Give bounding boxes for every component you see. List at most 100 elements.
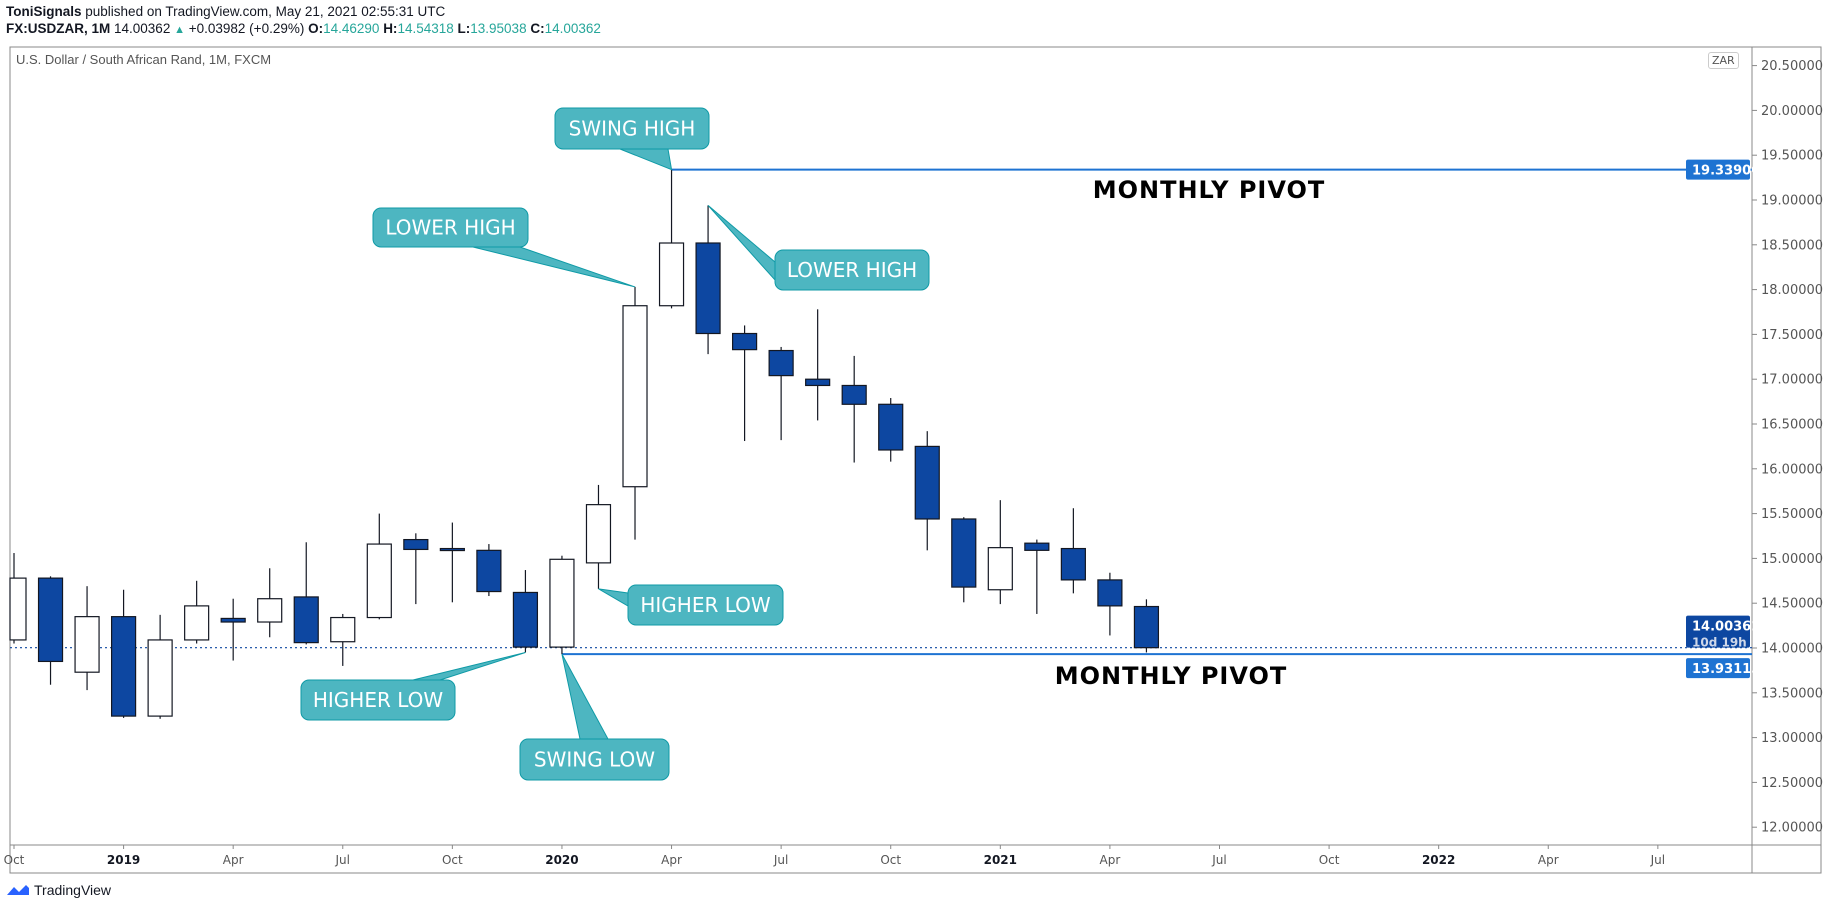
x-tick-label: Jul <box>1650 853 1665 867</box>
x-tick-label: Oct <box>442 853 463 867</box>
callout-pointer <box>619 148 673 171</box>
candle-body-2021-02 <box>1024 542 1050 551</box>
pivot-high-label: MONTHLY PIVOT <box>1093 176 1326 204</box>
candle-body-2020-05 <box>695 242 721 335</box>
close-label: C: <box>530 21 545 36</box>
candle-body-2020-08 <box>805 378 831 387</box>
tradingview-logo-icon <box>7 885 29 895</box>
candle-body-2020-01 <box>549 558 575 648</box>
candle-body-2020-03 <box>622 305 648 488</box>
pivot-low-price-label-bg <box>1686 658 1750 679</box>
low-value: 13.95038 <box>470 21 527 36</box>
callout-pointer <box>412 651 526 681</box>
candle-body-2019-08 <box>366 543 392 619</box>
callout-box <box>627 584 784 626</box>
ohlc-line: FX:USDZAR, 1M 14.00362 ▲ +0.03982 (+0.29… <box>6 21 601 36</box>
callout-text: SWING LOW <box>534 748 655 772</box>
last-price-label: 10d 19h <box>1692 636 1747 650</box>
candle-body-2021-01 <box>987 547 1013 591</box>
published-text: published on TradingView.com, May 21, 20… <box>85 4 446 19</box>
x-tick-label: Apr <box>1538 853 1559 867</box>
footer-brand: TradingView <box>34 882 112 898</box>
candle-body-2020-10 <box>878 403 904 451</box>
x-tick-label: Jul <box>773 853 788 867</box>
pivot-low-price-label: 13.93113 <box>1692 662 1760 677</box>
y-tick-label: 12.50000 <box>1761 776 1823 791</box>
candle-body-2021-03 <box>1060 547 1086 581</box>
candle-body-2021-05 <box>1133 605 1160 649</box>
author: ToniSignals <box>6 4 82 19</box>
y-tick-label: 19.50000 <box>1761 149 1823 164</box>
y-tick-label: 13.00000 <box>1761 731 1823 746</box>
pivot-high-price-label-bg <box>1686 159 1750 180</box>
y-tick-label: 13.50000 <box>1761 686 1823 701</box>
currency-badge[interactable]: ZAR <box>1708 52 1739 69</box>
callout-text: SWING HIGH <box>569 117 696 141</box>
candle-body-2019-10 <box>439 547 465 552</box>
publish-info: ToniSignals published on TradingView.com… <box>6 4 445 19</box>
last-price-label-bg <box>1686 615 1750 648</box>
candle-body-2021-04 <box>1097 579 1123 607</box>
candle-body-2019-03 <box>184 605 210 641</box>
callout-text: LOWER HIGH <box>385 216 515 240</box>
x-tick-label: Apr <box>661 853 682 867</box>
y-tick-label: 12.00000 <box>1761 821 1823 836</box>
x-tick-label: 2021 <box>984 853 1017 867</box>
y-tick-label: 14.00000 <box>1761 642 1823 657</box>
y-tick-label: 17.00000 <box>1761 373 1823 388</box>
callout-text: HIGHER LOW <box>313 688 444 712</box>
x-tick-label: Jul <box>335 853 350 867</box>
candle-body-2019-07 <box>330 616 356 643</box>
candle-body-2019-02 <box>147 639 173 717</box>
tradingview-footer[interactable]: TradingView <box>6 882 111 898</box>
change: +0.03982 (+0.29%) <box>188 21 305 36</box>
y-tick-label: 14.50000 <box>1761 597 1823 612</box>
y-tick-label: 19.00000 <box>1761 194 1823 209</box>
y-tick-label: 15.50000 <box>1761 507 1823 522</box>
candle-body-2020-11 <box>914 445 940 520</box>
y-tick-label: 17.50000 <box>1761 328 1823 343</box>
callout-pointer <box>472 246 636 288</box>
candle-body-2019-05 <box>257 598 283 623</box>
callout-box <box>554 107 710 150</box>
x-tick-label: 2019 <box>107 853 140 867</box>
candle-body-2020-04 <box>658 242 685 307</box>
candle-body-2020-02 <box>585 504 612 564</box>
callout-box <box>519 738 670 781</box>
y-tick-label: 18.00000 <box>1761 283 1823 298</box>
candle-body-2020-12 <box>951 518 977 588</box>
candle-body-2020-09 <box>841 384 867 405</box>
x-tick-label: Oct <box>4 853 25 867</box>
close-value: 14.00362 <box>544 21 601 36</box>
x-tick-label: Oct <box>880 853 901 867</box>
high-value: 14.54318 <box>397 21 454 36</box>
candle-body-2020-07 <box>768 349 794 377</box>
up-triangle-icon: ▲ <box>174 24 185 36</box>
y-tick-label: 15.00000 <box>1761 552 1823 567</box>
candle-body-2018-12 <box>74 616 100 673</box>
x-tick-label: 2020 <box>545 853 578 867</box>
callout-pointer <box>598 588 629 607</box>
x-tick-label: Apr <box>223 853 244 867</box>
candle-body-2019-01 <box>110 616 137 717</box>
candle-body-2019-12 <box>512 591 539 648</box>
x-tick-label: Oct <box>1319 853 1340 867</box>
high-label: H: <box>383 21 398 36</box>
symbol: FX:USDZAR, 1M <box>6 21 111 36</box>
candle-body-2018-10 <box>9 577 27 641</box>
callout-box <box>774 249 930 291</box>
callout-text: HIGHER LOW <box>640 593 771 617</box>
y-tick-label: 20.50000 <box>1761 59 1823 74</box>
y-tick-label: 16.00000 <box>1761 462 1823 477</box>
low-label: L: <box>457 21 471 36</box>
candle-body-2018-11 <box>37 577 64 663</box>
last-price-label: 14.00362 <box>1692 620 1760 635</box>
open-value: 14.46290 <box>323 21 380 36</box>
y-tick-label: 20.00000 <box>1761 104 1823 119</box>
candle-body-2019-04 <box>220 617 246 623</box>
pivot-low-label: MONTHLY PIVOT <box>1055 662 1288 690</box>
open-label: O: <box>308 21 324 36</box>
x-tick-label: Apr <box>1100 853 1121 867</box>
callout-pointer <box>561 653 609 740</box>
